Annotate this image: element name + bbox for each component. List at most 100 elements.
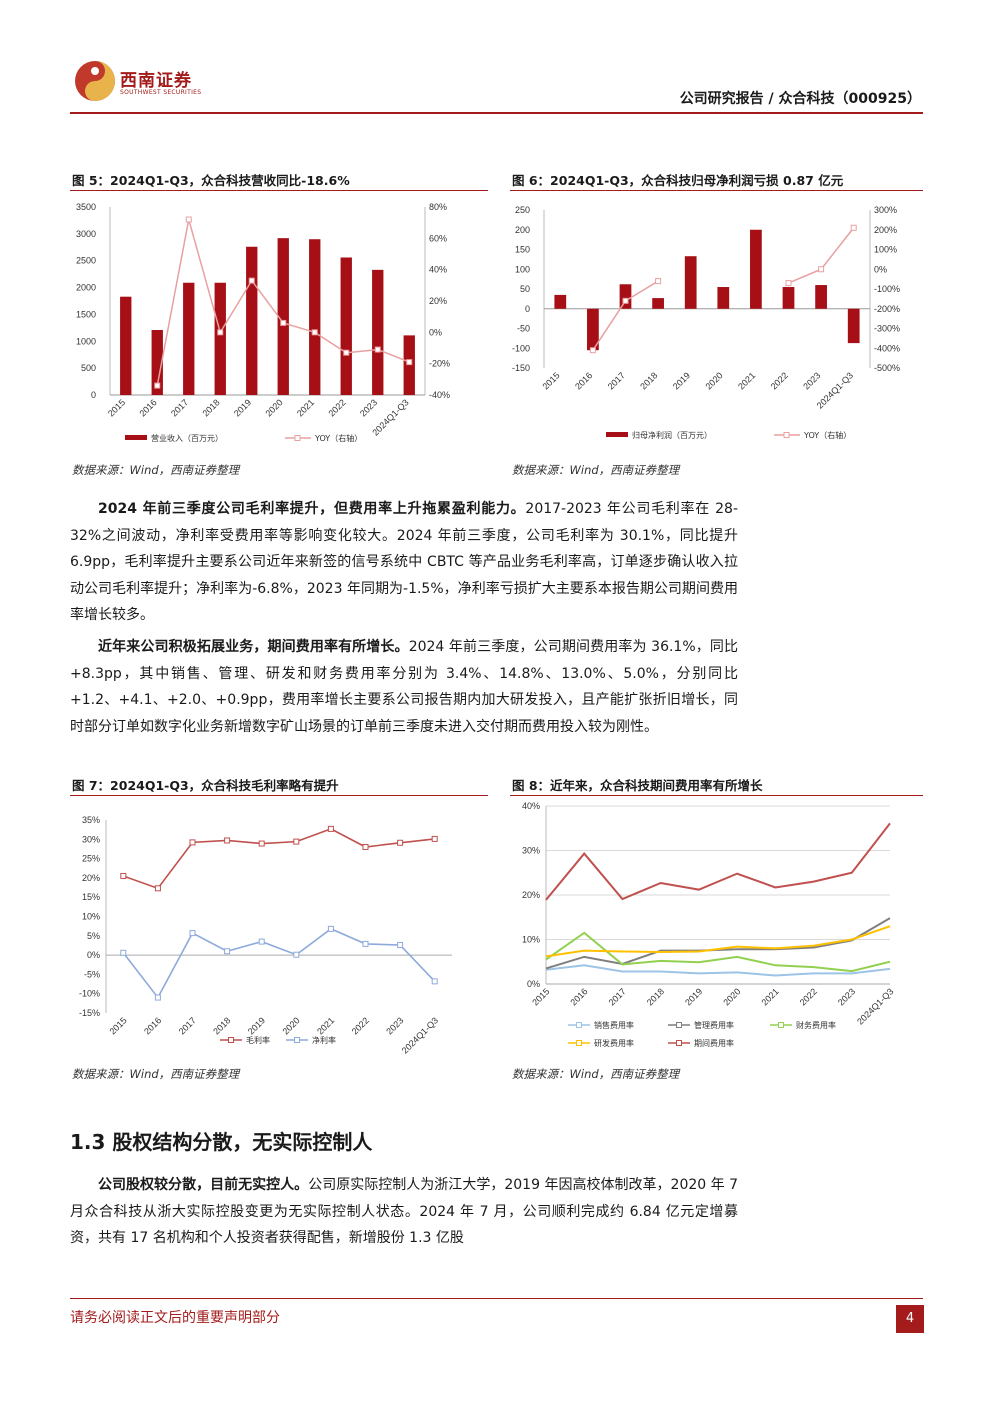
legend-swatch-marker [294,435,301,441]
y-axis-tick-label: 30% [82,834,100,844]
bar [214,282,226,395]
figure-7-source: 数据来源：Wind，西南证券整理 [72,1067,240,1081]
bar [587,308,599,351]
left-axis-tick-label: 200 [515,225,530,235]
left-axis-tick-label: -100 [512,343,530,353]
yoy-line-segment [377,348,410,363]
legend-swatch-marker [783,432,790,438]
category-tick-label: 2019 [671,370,692,391]
category-tick-label: 2020 [703,370,724,391]
y-axis-tick-label: 15% [82,892,100,902]
bar [372,269,384,395]
header-rule [70,112,923,114]
series-marker [293,838,300,845]
paragraph-ownership: 公司股权较分散，目前无实控人。公司原实际控制人为浙江大学，2019 年因高校体制… [70,1172,738,1252]
yoy-marker [248,277,255,284]
yoy-marker [217,329,224,336]
section-title: 1.3 股权结构分散，无实际控制人 [70,1130,373,1154]
category-tick-label: 2017 [177,1015,198,1036]
bar [277,238,289,395]
right-axis-tick-label: -300% [874,324,900,334]
series-marker [362,940,369,947]
left-axis-tick-label: 2500 [76,256,96,266]
right-axis-tick-label: -200% [874,304,900,314]
bar [782,287,795,309]
right-axis-tick-label: 20% [429,296,447,306]
right-axis-tick-label: -400% [874,343,900,353]
left-axis-tick-label: 3500 [76,202,96,212]
category-tick-label: 2023 [801,370,822,391]
category-tick-label: 2021 [295,397,316,418]
logo-text: 西南证券 [120,71,192,91]
yoy-line-segment [188,219,221,333]
y-axis-tick-label: 35% [82,815,100,825]
yoy-marker [850,224,857,231]
figure-6-chart: 250 200 150 100 50 0 -50 -100 -150 300% 200% 100% 0%… [512,205,900,440]
left-axis-tick-label: 3000 [76,229,96,239]
category-tick-label: 2022 [350,1015,371,1036]
category-tick-label: 2017 [607,986,628,1007]
figure-7-rule [70,795,488,796]
category-tick-label: 2018 [645,986,666,1007]
paragraph-expense-ratio-text: 2024 年前三季度，公司期间费用率为 36.1%，同比+8.3pp，其中销售、… [70,639,739,735]
yoy-marker [280,319,287,326]
y-axis-tick-label: 0% [87,950,100,960]
category-tick-label: 2023 [358,397,379,418]
series-marker [293,951,300,958]
paragraph-ownership-text: 公司原实际控制人为浙江大学，2019 年因高校体制改革，2020 年 7 月众合… [70,1177,739,1246]
series-marker [258,840,265,847]
yoy-marker [589,347,596,354]
bar [309,239,321,395]
left-axis-tick-label: 2000 [76,283,96,293]
yoy-marker [655,278,662,285]
y-axis-tick-label: 30% [522,846,540,856]
figure-8-source: 数据来源：Wind，西南证券整理 [512,1067,680,1081]
series-marker [327,825,334,832]
report-header-title: 公司研究报告 / 众合科技（000925） [679,91,921,107]
y-axis-tick-label: 20% [82,873,100,883]
yoy-line-segment [251,280,284,324]
y-axis-tick-label: 40% [522,801,540,811]
bar [717,287,730,309]
footer-rule [70,1298,923,1299]
figure-5-title: 图 5：2024Q1-Q3，众合科技营收同比-18.6% [72,173,350,188]
category-tick-label: 2022 [326,397,347,418]
paragraph-expense-ratio: 近年来公司积极拓展业务，期间费用率有所增长。2024 年前三季度，公司期间费用率… [70,634,738,740]
bar [652,298,664,309]
category-tick-label: 2018 [638,370,659,391]
series-marker [154,994,161,1001]
category-tick-label: 2020 [721,986,742,1007]
category-tick-label: 2015 [540,370,561,391]
legend-label: 归母净利润（百万元） [632,430,712,440]
right-axis-tick-label: 60% [429,233,447,243]
yoy-line-segment [592,300,627,351]
y-axis-tick-label: 10% [522,935,540,945]
series-marker [397,839,404,846]
category-tick-label: 2016 [137,397,158,418]
series-line [123,828,435,890]
right-axis-tick-label: 300% [874,205,897,215]
category-tick-label: 2019 [683,986,704,1007]
series-marker [120,949,127,956]
series-line [545,925,891,958]
bar [847,308,860,344]
category-tick-label: 2023 [836,986,857,1007]
bar [183,282,195,395]
yoy-marker [374,346,381,353]
figure-6-title: 图 6：2024Q1-Q3，众合科技归母净利润亏损 0.87 亿元 [512,173,844,188]
bar [151,330,163,395]
left-axis-tick-label: 150 [515,245,530,255]
yoy-marker [311,329,318,336]
legend-swatch-bar [125,435,147,440]
legend-label: 净利率 [312,1035,336,1045]
series-marker [189,839,196,846]
footer-disclaimer-note: 请务必阅读正文后的重要声明部分 [70,1310,280,1326]
right-axis-tick-label: -500% [874,363,900,373]
yoy-marker [406,359,413,366]
figure-5-source: 数据来源：Wind，西南证券整理 [72,463,240,477]
legend-label: 期间费用率 [694,1038,734,1048]
legend-swatch-marker [778,1022,784,1028]
legend-label: YOY（右轴） [314,433,362,443]
figure-7-title: 图 7：2024Q1-Q3，众合科技毛利率略有提升 [72,778,339,793]
y-axis-tick-label: 20% [522,890,540,900]
